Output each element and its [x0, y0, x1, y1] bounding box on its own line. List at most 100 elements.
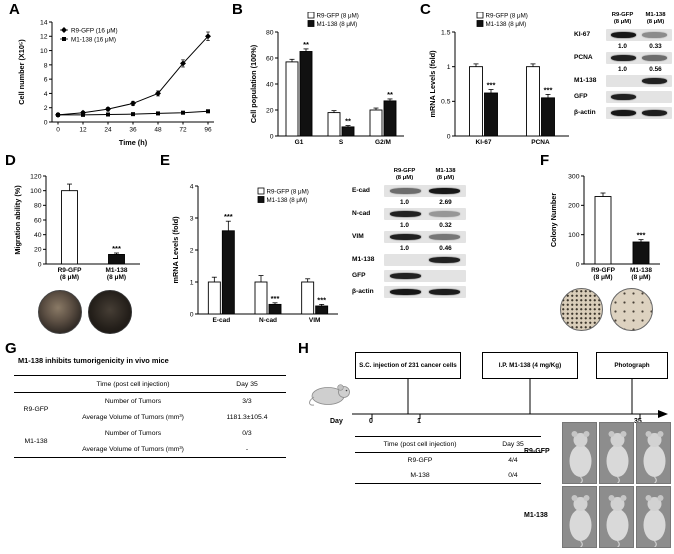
h-row-value: 4/4 [508, 457, 518, 464]
g-value: 3/3 [242, 397, 252, 405]
svg-text:R9-GFP: R9-GFP [591, 267, 616, 274]
g-header-value: Day 35 [208, 375, 286, 393]
svg-text:G2/M: G2/M [375, 139, 391, 146]
panel-label-f: F [540, 152, 550, 169]
svg-text:60: 60 [34, 217, 42, 224]
timeline-diagram [309, 379, 668, 419]
blot-band [611, 109, 636, 116]
svg-text:10: 10 [40, 48, 48, 55]
blot-protein-label: VIM [352, 233, 364, 241]
blot-protein-label: β-actin [574, 109, 596, 117]
svg-text:0: 0 [576, 261, 580, 268]
svg-text:M1-138: M1-138 [630, 267, 652, 274]
svg-text:Cell number (X10⁵): Cell number (X10⁵) [17, 39, 26, 105]
svg-text:**: ** [387, 90, 393, 99]
svg-text:M1-138 (8 μM): M1-138 (8 μM) [317, 21, 358, 28]
svg-text:(8 μM): (8 μM) [593, 274, 612, 281]
band-quantification: 1.0 [400, 221, 409, 229]
blot-protein-label: GFP [574, 93, 588, 101]
band-quantification: 1.0 [400, 198, 409, 206]
svg-text:0: 0 [44, 119, 48, 126]
h-row-name: M-138 [410, 472, 430, 479]
svg-text:1.5: 1.5 [441, 29, 451, 36]
timeline-arrowhead [658, 410, 668, 418]
panel-label-a: A [9, 1, 20, 18]
svg-text:12: 12 [40, 34, 48, 41]
svg-text:KI-67: KI-67 [476, 139, 492, 146]
lane-header: R9-GFP (8 μM) [393, 168, 416, 181]
band-quantification: 0.46 [439, 244, 452, 252]
blot-band [642, 77, 667, 84]
g-group-name: R9-GFP [23, 405, 49, 413]
blot-protein-label: M1-138 [574, 77, 597, 85]
panel-label-c: C [420, 1, 431, 18]
blot-row: E-cad [352, 184, 466, 197]
g-metric: Average Volume of Tumors (mm³) [82, 413, 184, 421]
svg-text:40: 40 [34, 232, 42, 239]
panel-label-e: E [160, 152, 171, 169]
svg-text:20: 20 [34, 247, 42, 254]
western-blot-emt: R9-GFP (8 μM) M1-138 (8 μM) E-cad 1.0 2.69 N-ca… [352, 168, 466, 302]
svg-text:M1-138: M1-138 [105, 267, 127, 274]
blot-band [642, 109, 667, 116]
svg-text:***: *** [112, 244, 121, 253]
chart-svg: 0 1 2 3 4 mRNA Levels (fold) *** E-cad *** N-cad *… [171, 183, 338, 324]
mouse-photo [599, 422, 634, 484]
blot-band [611, 93, 636, 100]
proliferation-mrna-chart: 0 0.5 1 1.5 mRNA Levels (fold) *** KI-67 *** PCN… [427, 11, 573, 155]
svg-text:12: 12 [79, 127, 87, 134]
svg-text:E-cad: E-cad [212, 317, 230, 324]
blot-protein-label: β-actin [352, 288, 374, 296]
svg-text:0: 0 [447, 133, 451, 140]
timeline-box-photograph: Photograph [596, 352, 668, 379]
emt-mrna-chart: 0 1 2 3 4 mRNA Levels (fold) *** E-cad *** N-cad *… [170, 170, 342, 333]
mouse-photo [636, 422, 671, 484]
blot-row: GFP [574, 90, 672, 103]
svg-text:100: 100 [30, 188, 42, 195]
blot-band [429, 256, 460, 263]
svg-text:72: 72 [179, 127, 187, 134]
blot-row: M1-138 [574, 74, 672, 87]
svg-text:1: 1 [190, 279, 194, 286]
h-table: Time (post cell injection) Day 35 R9-GFP… [355, 436, 541, 484]
colony-photo-r9gfp [560, 288, 603, 331]
svg-text:mRNA Levels (fold): mRNA Levels (fold) [171, 216, 180, 284]
mouse-photo [562, 422, 597, 484]
svg-text:0: 0 [56, 127, 60, 134]
blot-protein-label: PCNA [574, 54, 593, 62]
svg-text:M1-138 (16 μM): M1-138 (16 μM) [71, 36, 116, 43]
svg-text:**: ** [303, 40, 309, 49]
svg-text:0.5: 0.5 [441, 99, 451, 106]
g-metric: Number of Tumors [104, 397, 162, 405]
photo-row-label-m1138: M1-138 [524, 512, 548, 519]
g-group-name: M1-138 [24, 437, 48, 445]
lane-header: M1-138 (8 μM) [435, 168, 456, 181]
panel-label-h: H [298, 340, 309, 357]
svg-text:24: 24 [104, 127, 112, 134]
colony-chart: 0 100 200 300 Colony Number R9-GFP (8 μM) *** M1… [548, 168, 668, 291]
svg-text:0: 0 [38, 261, 42, 268]
svg-text:8: 8 [44, 62, 48, 69]
g-header-metric: Time (post cell injection) [58, 375, 208, 393]
blot-row: β-actin [352, 285, 466, 298]
g-table-title: M1-138 inhibits tumorigenicity in vivo m… [18, 356, 169, 365]
svg-text:***: *** [271, 294, 280, 303]
chart-svg: 0 20 40 60 80 Cell population (100%) ** G1 ** S **… [249, 11, 404, 146]
g-header-empty [14, 375, 58, 393]
panel-label-g: G [5, 340, 17, 357]
svg-text:***: *** [317, 295, 326, 304]
g-metric: Number of Tumors [104, 429, 162, 437]
svg-text:Cell population (100%): Cell population (100%) [249, 44, 258, 123]
in-vivo-experiment: S.C. injection of 231 cancer cells I.P. … [306, 352, 672, 552]
panel-label-b: B [232, 1, 243, 18]
svg-text:***: *** [544, 85, 553, 94]
colony-photo-m1138 [610, 288, 653, 331]
blot-band [642, 31, 667, 38]
timeline-box-treatment: I.P. M1-138 (4 mg/Kg) [482, 352, 578, 379]
svg-text:S: S [339, 139, 344, 146]
blot-band [390, 187, 421, 194]
photo-row-label-r9gfp: R9-GFP [524, 448, 550, 455]
tumorigenicity-summary: M1-138 inhibits tumorigenicity in vivo m… [14, 356, 286, 458]
